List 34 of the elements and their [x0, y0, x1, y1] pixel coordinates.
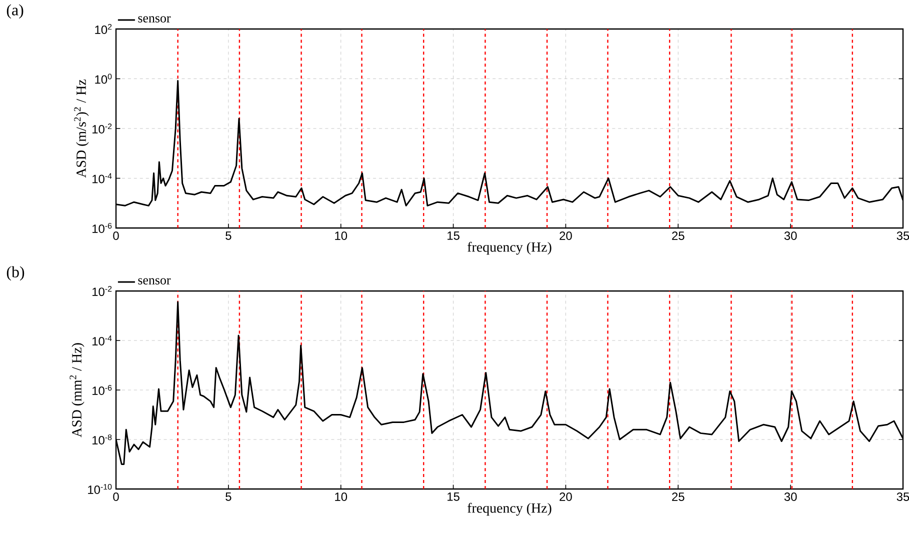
- x-axis-title: frequency (Hz): [468, 502, 552, 516]
- x-tick-label: 20: [560, 492, 572, 501]
- x-tick-label: 25: [672, 492, 684, 501]
- y-tick-label: 10$^{-2}$: [92, 286, 112, 296]
- x-tick-label: 5: [226, 232, 232, 240]
- y-tick-label: 10$^{-10}$: [88, 484, 112, 494]
- y-tick-label: 10$^{-6}$: [92, 385, 112, 396]
- text: (b): [6, 266, 24, 281]
- x-tick-label: 5: [226, 492, 232, 501]
- x-tick-label: 30: [784, 492, 797, 501]
- x-tick-label: 10: [335, 232, 348, 240]
- x-tick-label: 15: [448, 232, 460, 240]
- y-tick-label: 10$^{-4}$: [92, 336, 112, 346]
- y-tick-label: 10$^{-8}$: [92, 434, 112, 445]
- x-tick-label: 25: [672, 232, 684, 240]
- y-tick-label: 10$^{-2}$: [92, 123, 112, 134]
- text: (a): [6, 4, 24, 19]
- y-tick-label: 10$^{-4}$: [92, 173, 112, 184]
- x-axis-title: frequency (Hz): [468, 242, 552, 255]
- x-tick-label: 0: [113, 232, 119, 240]
- legend-label: sensor: [138, 278, 171, 284]
- x-tick-label: 10: [335, 492, 348, 501]
- y-tick-label: 10$^{2}$: [95, 24, 112, 34]
- x-tick-label: 15: [448, 492, 460, 501]
- y-tick-label: 10$^{-6}$: [92, 222, 112, 233]
- legend-label: sensor: [138, 16, 171, 22]
- x-tick-label: 0: [113, 492, 119, 501]
- y-axis-title: ASD (m/s$^{2}$)$^{2}$ / Hz: [74, 80, 89, 178]
- y-tick-label: 10$^{0}$: [95, 74, 112, 84]
- y-axis-title: ASD (mm$^{2}$ / Hz): [70, 343, 84, 438]
- x-tick-label: 20: [560, 232, 572, 240]
- x-tick-label: 35: [896, 492, 909, 501]
- x-tick-label: 30: [784, 232, 797, 240]
- x-tick-label: 35: [896, 232, 909, 240]
